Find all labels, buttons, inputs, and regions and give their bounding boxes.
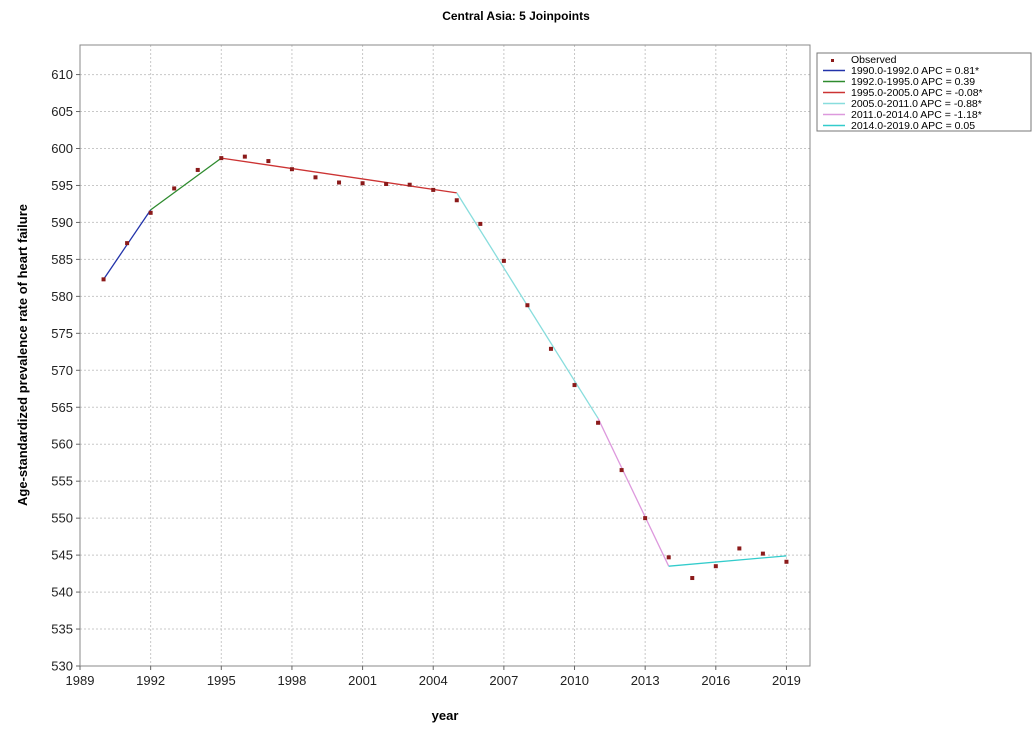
y-tick-label: 575 [51, 326, 73, 341]
legend-label: 1995.0-2005.0 APC = -0.08* [851, 87, 983, 99]
observed-point [195, 167, 200, 172]
observed-point [690, 576, 695, 581]
y-tick-label: 560 [51, 437, 73, 452]
observed-point [219, 156, 224, 161]
observed-point [572, 383, 577, 388]
joinpoint-segment-line [668, 555, 787, 567]
observed-point [172, 186, 177, 191]
observed-point [713, 564, 718, 569]
legend-label: 2005.0-2011.0 APC = -0.88* [851, 98, 982, 110]
observed-point [760, 551, 765, 556]
x-tick-label: 2013 [631, 673, 660, 688]
observed-point [431, 187, 436, 192]
y-tick-label: 545 [51, 548, 73, 563]
observed-point [596, 420, 601, 425]
y-tick-label: 565 [51, 400, 73, 415]
observed-point [289, 167, 294, 172]
chart-title: Central Asia: 5 Joinpoints [442, 9, 590, 23]
observed-point [125, 241, 130, 246]
x-axis: 1989 1992 1995 1998 2001 2004 2007 2010 2013 2016… [66, 666, 801, 688]
y-tick-label: 600 [51, 141, 73, 156]
x-tick-label: 1998 [277, 673, 306, 688]
y-axis-title: Age-standardized prevalence rate of hear… [15, 204, 30, 506]
x-tick-label: 2019 [772, 673, 801, 688]
legend-label: Observed [851, 54, 897, 66]
joinpoint-segment-line [150, 157, 222, 211]
observed-point [619, 468, 624, 473]
observed-point [454, 198, 459, 203]
x-axis-title: year [432, 708, 459, 723]
y-tick-label: 550 [51, 511, 73, 526]
legend-label: 2011.0-2014.0 APC = -1.18* [851, 109, 982, 121]
observed-point [242, 154, 247, 159]
observed-point [407, 182, 412, 187]
observed-points [101, 154, 789, 581]
legend-observed-marker [831, 59, 834, 62]
observed-point [101, 277, 106, 282]
legend-label: 1990.0-1992.0 APC = 0.81* [851, 65, 979, 77]
observed-point [784, 559, 789, 564]
joinpoint-segment-line [597, 418, 670, 567]
observed-point [148, 210, 153, 215]
observed-point [737, 546, 742, 551]
x-tick-label: 2007 [489, 673, 518, 688]
observed-point [501, 258, 506, 263]
y-tick-label: 605 [51, 104, 73, 119]
joinpoint-segment-line [221, 157, 457, 194]
x-tick-label: 2001 [348, 673, 377, 688]
observed-point [666, 555, 671, 560]
x-tick-label: 2016 [701, 673, 730, 688]
x-tick-label: 1995 [207, 673, 236, 688]
legend-label: 2014.0-2019.0 APC = 0.05 [851, 120, 975, 132]
plot-area-border [79, 44, 811, 667]
observed-point [337, 180, 342, 185]
observed-point [643, 516, 648, 521]
y-tick-label: 590 [51, 215, 73, 230]
observed-point [525, 303, 530, 308]
legend-label: 1992.0-1995.0 APC = 0.39 [851, 76, 975, 88]
y-tick-label: 580 [51, 289, 73, 304]
y-axis: 530 535 540 545 550 555 560 565 570 575 580 585 590 5… [51, 67, 80, 674]
x-tick-label: 1989 [66, 673, 95, 688]
grid [79, 45, 810, 667]
y-tick-label: 595 [51, 178, 73, 193]
observed-point [478, 221, 483, 226]
joinpoint-segments [103, 157, 787, 567]
legend-box [816, 52, 1032, 132]
y-tick-label: 530 [51, 659, 73, 674]
y-tick-label: 540 [51, 585, 73, 600]
observed-point [313, 175, 318, 180]
x-tick-label: 1992 [136, 673, 165, 688]
observed-point [548, 346, 553, 351]
x-tick-label: 2010 [560, 673, 589, 688]
y-tick-label: 585 [51, 252, 73, 267]
y-tick-label: 570 [51, 363, 73, 378]
observed-point [360, 181, 365, 186]
y-tick-label: 555 [51, 474, 73, 489]
y-tick-label: 610 [51, 67, 73, 82]
y-tick-label: 535 [51, 622, 73, 637]
x-tick-label: 2004 [419, 673, 448, 688]
observed-point [384, 181, 389, 186]
observed-point [266, 159, 271, 164]
